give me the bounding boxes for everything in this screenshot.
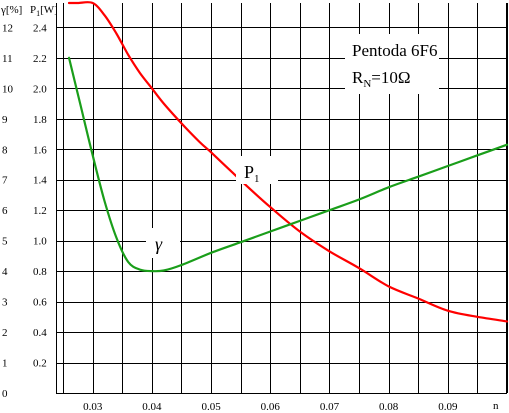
x-tick-label: 0.07 [320,401,340,413]
x-tick-label: 0.08 [379,401,399,413]
power-tick-label: 1.2 [33,205,47,217]
p1-curve [67,1,509,323]
gamma-tick-label: 6 [2,205,8,217]
curves [67,1,509,323]
x-tick-label: 0.04 [142,401,162,413]
x-tick-label: 0.03 [83,401,103,413]
title-box-background [345,34,439,94]
p1-curve-label: P1 [236,156,278,185]
gamma-curve-label: γ [146,228,180,258]
power-tick-label: 0.2 [33,358,47,370]
p1-label: P1 [244,162,260,185]
grid [56,3,508,394]
power-tick-label: 2.2 [33,53,47,65]
title-box: Pentoda 6F6 RN=10Ω [345,34,439,94]
gamma-curve [67,56,509,273]
gamma-axis-label: γ[%] [0,4,22,16]
gamma-tick-label: 11 [2,53,13,65]
x-tick-labels: 0.03 0.04 0.05 0.06 0.07 0.08 0.09 [83,401,458,413]
chart-subtitle: RN=10Ω [352,68,411,90]
power-tick-label: 1.0 [33,236,47,248]
power-tick-label: 1.4 [33,175,47,187]
gamma-tick-label: 8 [2,144,8,156]
gamma-tick-label: 2 [2,327,8,339]
gamma-tick-label: 0 [2,388,8,400]
power-tick-label: 0.4 [33,327,47,339]
gamma-tick-label: 5 [2,236,8,248]
gamma-label: γ [155,234,163,254]
power-tick-label: 1.8 [33,114,47,126]
gamma-tick-label: 3 [2,297,8,309]
p1-label-background [236,156,278,184]
power-tick-label: 1.6 [33,144,47,156]
gamma-tick-label: 4 [2,266,8,278]
gamma-tick-label: 9 [2,114,8,126]
gamma-tick-label: 7 [2,175,8,187]
power-tick-label: 0.8 [33,266,47,278]
x-tick-label: 0.09 [438,401,458,413]
gamma-tick-label: 10 [2,83,14,95]
power-axis-label: P1[W] [30,4,58,18]
x-tick-label: 0.05 [201,401,221,413]
power-tick-label: 2.4 [33,22,47,34]
power-tick-label: 2.0 [33,83,47,95]
power-tick-label: 0.6 [33,297,47,309]
x-axis-label: n [493,400,499,412]
gamma-tick-label: 12 [2,22,13,34]
gamma-label-background [146,228,180,258]
gamma-tick-label: 1 [2,358,8,370]
x-tick-label: 0.06 [261,401,281,413]
chart-title: Pentoda 6F6 [352,41,437,60]
power-tick-labels: 0.2 0.4 0.6 0.8 1.0 1.2 1.4 1.6 1.8 2.0 2.2 2.4 [33,22,47,369]
